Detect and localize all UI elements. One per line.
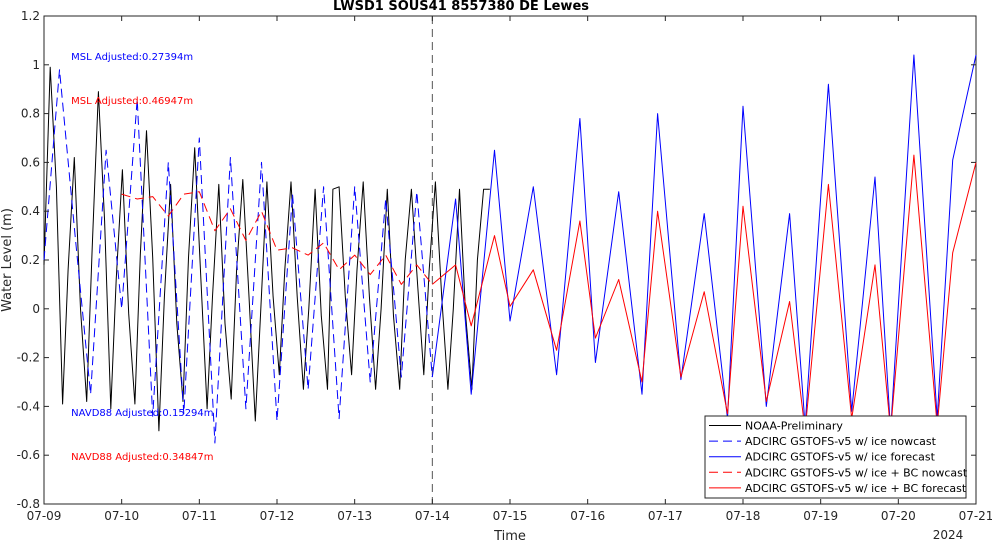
y-tick-label: -0.2 (17, 351, 40, 365)
x-axis: 07-09 07-10 07-11 07-12 07-13 07-14 07-15 07-16… (27, 16, 992, 523)
x-tick-label: 07-11 (182, 509, 217, 523)
x-tick-label: 07-20 (881, 509, 916, 523)
y-tick-label: 1 (32, 58, 40, 72)
y-tick-label: 0.4 (21, 204, 40, 218)
x-tick-label: 07-14 (415, 509, 450, 523)
y-tick-label: 1.2 (21, 9, 40, 23)
legend-label: ADCIRC GSTOFS-v5 w/ ice + BC forecast (745, 482, 967, 495)
y-tick-label: -0.6 (17, 448, 40, 462)
plot-lines (43, 16, 977, 504)
y-axis: -0.8 -0.6 -0.4 -0.2 0 0.2 0.4 0.6 0.8 1 1.2 (17, 9, 976, 511)
x-tick-label: 07-12 (260, 509, 295, 523)
annotation-text: NAVD88 Adjusted:0.15294m (71, 408, 213, 419)
annotation-text: MSL Adjusted:0.46947m (71, 96, 193, 107)
x-year-label: 2024 (933, 528, 964, 541)
x-tick-label: 07-15 (493, 509, 528, 523)
legend-label: NOAA-Preliminary (745, 420, 843, 433)
series-line-0 (43, 66, 490, 432)
chart-title: LWSD1 SOUS41 8557380 DE Lewes (333, 0, 589, 14)
series-line-4 (431, 154, 977, 432)
x-tick-label: 07-18 (726, 509, 761, 523)
x-tick-label: 07-09 (27, 509, 62, 523)
series-line-1 (43, 69, 433, 444)
y-tick-label: -0.8 (17, 497, 40, 511)
series-line-3 (121, 191, 433, 285)
annotations: MSL Adjusted:0.27394m MSL Adjusted:0.4694… (71, 52, 213, 463)
x-tick-label: 07-19 (803, 509, 838, 523)
x-axis-label: Time (493, 529, 526, 541)
y-tick-label: 0.8 (21, 107, 40, 121)
y-tick-label: 0.2 (21, 253, 40, 267)
y-tick-label: -0.4 (17, 399, 40, 413)
legend-label: ADCIRC GSTOFS-v5 w/ ice nowcast (745, 435, 937, 448)
legend: NOAA-Preliminary ADCIRC GSTOFS-v5 w/ ice … (704, 415, 968, 499)
y-tick-label: 0.6 (21, 155, 40, 169)
annotation-text: MSL Adjusted:0.27394m (71, 52, 193, 63)
x-tick-label: 07-21 (959, 509, 992, 523)
series-line-2 (431, 54, 977, 432)
legend-label: ADCIRC GSTOFS-v5 w/ ice + BC nowcast (745, 466, 968, 479)
x-tick-label: 07-13 (337, 509, 372, 523)
y-tick-label: 0 (32, 302, 40, 316)
legend-box (704, 415, 967, 499)
x-tick-label: 07-10 (104, 509, 139, 523)
annotation-text: NAVD88 Adjusted:0.34847m (71, 452, 213, 463)
x-tick-label: 07-17 (648, 509, 683, 523)
x-tick-label: 07-16 (570, 509, 605, 523)
legend-label: ADCIRC GSTOFS-v5 w/ ice forecast (745, 451, 936, 464)
y-axis-label: Water Level (m) (0, 208, 15, 312)
